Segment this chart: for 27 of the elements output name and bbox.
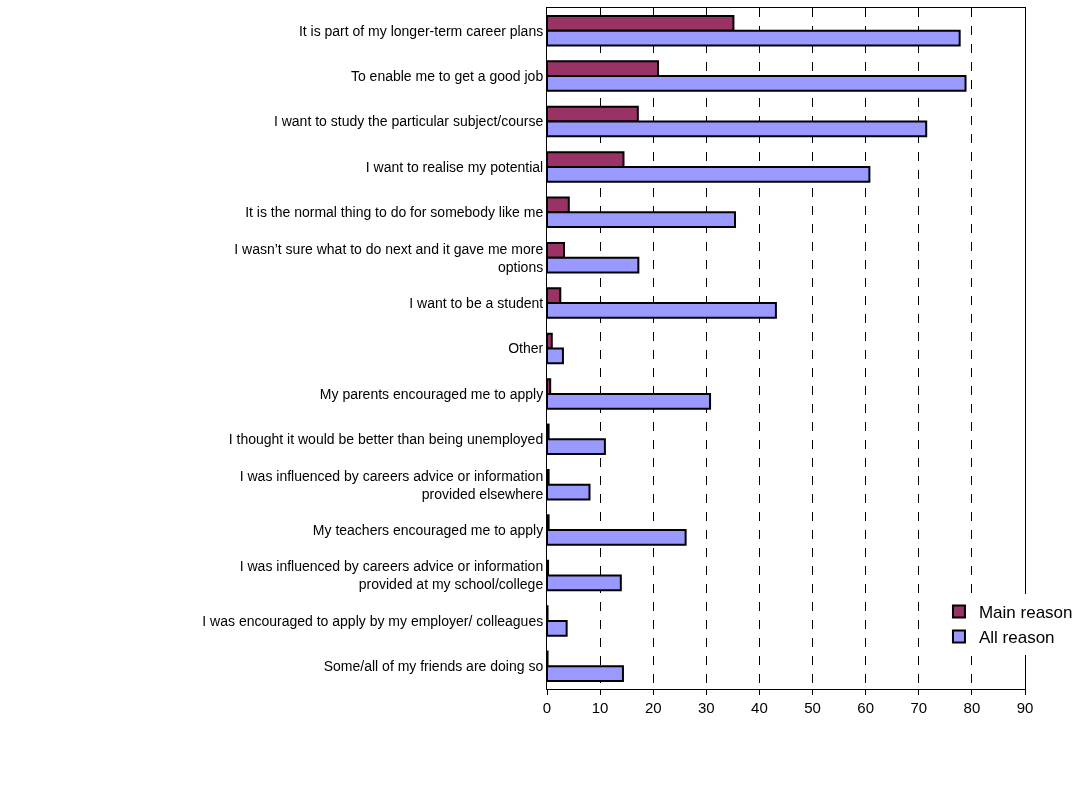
y-tick-label: It is part of my longer-term career plans	[298, 22, 544, 39]
x-tick-label: 30	[697, 699, 715, 716]
x-tick-label: 60	[857, 699, 875, 716]
legend-label: Main reason	[978, 603, 1073, 623]
y-tick-label: My parents encouraged me to apply	[319, 385, 544, 402]
y-tick-label: I was encouraged to apply by my employer/ colleagues	[202, 612, 544, 629]
y-tick-label: Some/all of my friends are doing so	[323, 658, 544, 675]
y-tick-label: I was influenced by careers advice or information provided elsewhere	[239, 467, 544, 502]
x-tick-label: 0	[542, 699, 552, 716]
legend-label: All reason	[978, 628, 1055, 648]
y-tick-label: Other	[508, 340, 544, 357]
y-tick-label: I want to be a student	[409, 295, 544, 311]
x-tick-label: 80	[963, 699, 981, 716]
y-tick-label: I thought it would be better than being unemployed	[228, 431, 544, 448]
y-tick-label: I want to realise my potential	[365, 158, 544, 175]
x-tick-label: 40	[751, 699, 768, 716]
x-tick-label: 50	[804, 699, 821, 716]
x-tick-label: 20	[644, 699, 662, 716]
y-tick-label: I want to study the particular subject/course	[273, 113, 544, 130]
x-tick-label: 90	[1016, 699, 1034, 716]
x-tick-label: 10	[591, 699, 609, 716]
x-tick-label: 70	[910, 699, 928, 716]
y-tick-label: I was influenced by careers advice or information provided at my school/college	[239, 558, 544, 593]
y-tick-label: I wasn’t sure what to do next and it gave me more options	[234, 240, 544, 275]
y-tick-label: My teachers encouraged me to apply	[312, 522, 544, 538]
y-tick-label: It is the normal thing to do for somebody like me	[245, 204, 544, 221]
y-tick-label: To enable me to get a good job	[350, 68, 544, 84]
